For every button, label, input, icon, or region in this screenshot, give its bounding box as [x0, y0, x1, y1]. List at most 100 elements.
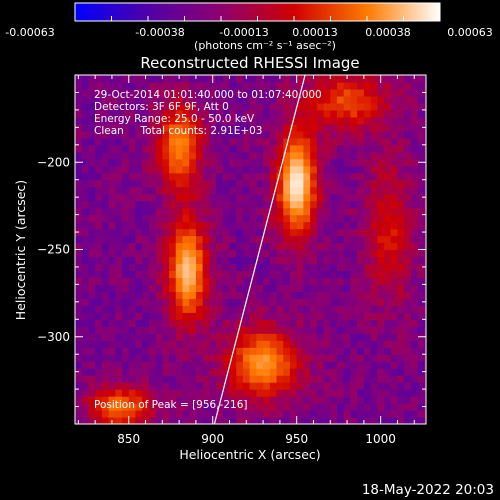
heatmap-cell [75, 277, 83, 285]
heatmap-cell [249, 179, 257, 188]
heatmap-cell [108, 228, 116, 237]
heatmap-cell [269, 298, 278, 306]
heatmap-cell [336, 158, 345, 167]
heatmap-cell [236, 396, 244, 404]
heatmap-cell [195, 109, 204, 118]
heatmap-cell [289, 151, 298, 160]
heatmap-cell [175, 319, 184, 327]
heatmap-cell [256, 123, 264, 132]
heatmap-cell [276, 81, 284, 90]
heatmap-cell [316, 151, 325, 160]
heatmap-cell [350, 179, 358, 188]
heatmap-cell [296, 242, 304, 251]
heatmap-cell [336, 368, 345, 376]
heatmap-cell [169, 186, 177, 195]
heatmap-cell [289, 235, 298, 244]
heatmap-cell [88, 242, 96, 251]
heatmap-cell [169, 277, 177, 285]
heatmap-cell [195, 207, 204, 216]
heatmap-cell [303, 333, 311, 341]
heatmap-cell [310, 270, 318, 279]
chart-title: Reconstructed RHESSI Image [140, 54, 359, 72]
heatmap-cell [148, 75, 157, 83]
heatmap-cell [276, 179, 284, 188]
heatmap-cell [323, 151, 331, 160]
heatmap-cell [195, 130, 204, 139]
heatmap-cell [142, 284, 150, 292]
heatmap-cell [108, 312, 116, 320]
heatmap-cell [397, 102, 405, 111]
heatmap-cell [397, 312, 405, 320]
heatmap-cell [283, 256, 291, 265]
heatmap-cell [108, 221, 116, 230]
heatmap-cell [142, 214, 150, 223]
heatmap-cell [269, 235, 278, 244]
heatmap-cell [303, 326, 311, 334]
heatmap-cell [397, 242, 405, 251]
heatmap-cell [142, 389, 150, 397]
heatmap-cell [182, 417, 190, 424]
heatmap-cell [269, 368, 278, 376]
heatmap-cell [222, 284, 231, 292]
heatmap-cell [377, 263, 385, 272]
heatmap-cell [162, 396, 170, 404]
heatmap-cell [384, 284, 392, 292]
heatmap-cell [390, 95, 399, 104]
heatmap-cell [263, 137, 271, 146]
heatmap-cell [370, 368, 378, 376]
heatmap-cell [75, 291, 83, 299]
heatmap-cell [249, 221, 257, 230]
heatmap-cell [404, 347, 412, 355]
heatmap-cell [162, 256, 170, 265]
heatmap-cell [155, 403, 163, 411]
heatmap-cell [336, 291, 345, 299]
heatmap-cell [148, 193, 157, 202]
heatmap-cell [316, 361, 325, 369]
heatmap-cell [115, 123, 123, 132]
heatmap-cell [95, 102, 103, 111]
heatmap-cell [377, 137, 385, 146]
y-tick-label: −200 [37, 155, 70, 169]
heatmap-cell [357, 354, 365, 362]
heatmap-cell [135, 410, 143, 418]
heatmap-cell [296, 347, 304, 355]
heatmap-cell [350, 221, 358, 230]
heatmap-cell [242, 375, 251, 383]
heatmap-cell [169, 396, 177, 404]
heatmap-cell [222, 186, 231, 195]
heatmap-cell [75, 326, 83, 334]
heatmap-cell [115, 158, 123, 167]
heatmap-cell [95, 305, 103, 313]
x-tick-label: 900 [201, 432, 224, 446]
heatmap-cell [95, 116, 103, 125]
heatmap-cell [101, 221, 110, 230]
heatmap-cell [424, 277, 426, 285]
heatmap-cell [195, 298, 204, 306]
heatmap-cell [249, 144, 257, 153]
heatmap-cell [128, 347, 137, 355]
heatmap-cell [148, 396, 157, 404]
heatmap-cell [169, 361, 177, 369]
heatmap-cell [81, 389, 90, 397]
heatmap-cell [323, 207, 331, 216]
heatmap-cell [122, 312, 130, 320]
heatmap-cell [316, 389, 325, 397]
heatmap-cell [101, 200, 110, 209]
heatmap-cell [404, 312, 412, 320]
heatmap-cell [343, 228, 352, 237]
heatmap-cell [81, 305, 90, 313]
heatmap-cell [148, 361, 157, 369]
heatmap-cell [115, 207, 123, 216]
heatmap-cell [343, 305, 352, 313]
heatmap-cell [404, 102, 412, 111]
heatmap-cell [209, 88, 217, 97]
heatmap-cell [115, 88, 123, 97]
heatmap-cell [289, 361, 298, 369]
heatmap-cell [202, 389, 210, 397]
heatmap-cell [189, 200, 197, 209]
heatmap-cell [242, 326, 251, 334]
heatmap-cell [189, 319, 197, 327]
heatmap-cell [303, 179, 311, 188]
heatmap-cell [269, 95, 278, 104]
heatmap-cell [296, 165, 304, 174]
